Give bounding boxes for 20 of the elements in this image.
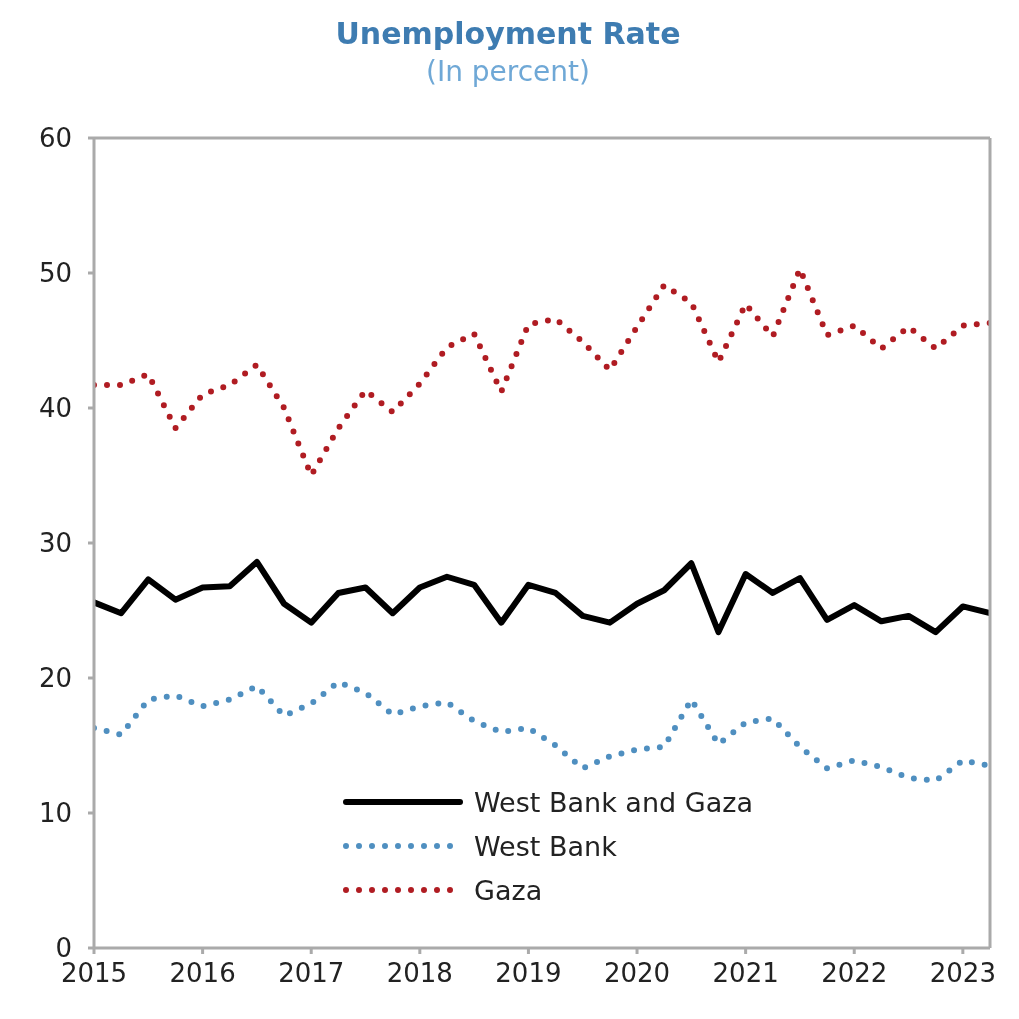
chart-title: Unemployment Rate	[334, 16, 682, 51]
x-tick-label: 2017	[278, 958, 345, 989]
y-tick-label: 40	[38, 393, 72, 424]
legend-label: West Bank	[474, 830, 617, 862]
y-tick-label: 50	[38, 258, 72, 289]
x-tick-label: 2019	[495, 958, 562, 989]
x-tick-label: 2018	[386, 958, 453, 989]
x-tick-label: 2020	[603, 958, 671, 989]
y-tick-label: 60	[38, 123, 72, 154]
chart-subtitle: (In percent)	[425, 55, 591, 88]
legend-label: Gaza	[474, 874, 543, 906]
x-tick-label: 2015	[60, 958, 128, 989]
y-tick-label: 20	[38, 663, 72, 694]
y-tick-label: 10	[38, 798, 72, 829]
x-tick-label: 2022	[821, 958, 888, 989]
x-tick-label: 2021	[712, 958, 779, 989]
legend-label: West Bank and Gaza	[474, 786, 753, 818]
x-tick-label: 2023	[929, 958, 996, 989]
y-tick-label: 30	[38, 528, 72, 559]
x-tick-label: 2016	[169, 958, 236, 989]
